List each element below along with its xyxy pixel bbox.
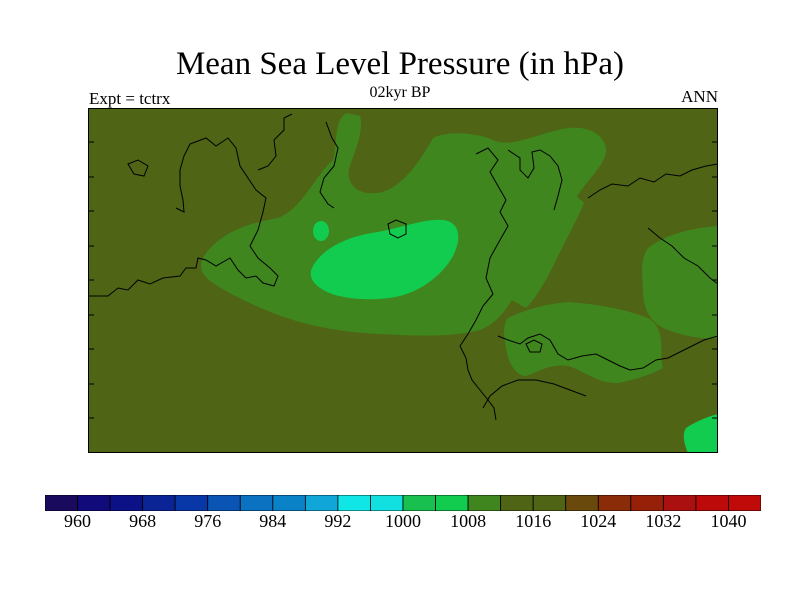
- colorbar-swatch: [500, 495, 534, 511]
- colorbar-swatch: [728, 495, 761, 511]
- colorbar-swatch: [532, 495, 567, 511]
- colorbar-tick-label: 984: [259, 511, 287, 531]
- contour-1008-region-east: [642, 226, 718, 339]
- colorbar-swatch: [45, 495, 78, 511]
- colorbar-swatch: [662, 495, 697, 511]
- colorbar-tick-label: 976: [194, 511, 222, 531]
- coastline-greenland: [319, 121, 339, 209]
- contour-1008-region-northeast: [508, 194, 584, 308]
- chart-title: Mean Sea Level Pressure (in hPa): [175, 46, 625, 82]
- colorbar-swatch: [142, 495, 176, 511]
- colorbar-swatch: [109, 495, 144, 511]
- period-label: 02kyr BP: [369, 84, 431, 101]
- contour-1000-region-southeast: [683, 414, 718, 453]
- colorbar-swatch: [597, 495, 632, 511]
- colorbar-swatch: [565, 495, 599, 511]
- coastlines: [88, 113, 718, 421]
- contour-1000-region: [310, 219, 459, 300]
- colorbar-tick-label: 992: [324, 511, 352, 531]
- season-label: ANN: [681, 87, 718, 106]
- colorbar-swatch: [337, 495, 371, 511]
- coastline-island-2: [127, 159, 149, 177]
- colorbar-swatch: [695, 495, 729, 511]
- pressure-map: [88, 108, 718, 453]
- colorbar-swatch: [174, 495, 209, 511]
- colorbar-swatch: [207, 495, 241, 511]
- contour-1008-region-southeast: [504, 302, 663, 384]
- colorbar-swatch: [304, 495, 339, 511]
- colorbar-swatch: [435, 495, 469, 511]
- colorbar-swatch: [77, 495, 111, 511]
- colorbar-tick-label: 1008: [450, 511, 487, 531]
- colorbar-tick-label: 960: [64, 511, 91, 531]
- coastline-east: [647, 227, 718, 285]
- coastline-asia: [587, 163, 718, 199]
- contour-1008-region: [201, 113, 607, 336]
- colorbar-swatch: [467, 495, 502, 511]
- colorbar: [45, 495, 761, 511]
- colorbar-swatch: [370, 495, 404, 511]
- map-ticks: [88, 141, 718, 419]
- colorbar-swatch: [402, 495, 436, 511]
- colorbar-tick-label: 968: [129, 511, 157, 531]
- coastline-africa: [482, 379, 587, 409]
- contour-1008-patch-west: [313, 221, 329, 241]
- coastline-scandinavia: [507, 149, 563, 211]
- colorbar-tick-label: 1000: [385, 511, 421, 531]
- colorbar-tick-label: 1040: [710, 511, 747, 531]
- coastline-north-america-upper: [257, 113, 293, 171]
- coastline-island-3: [525, 339, 543, 353]
- coastline-mediterranean: [497, 333, 718, 371]
- coastline-europe: [459, 147, 509, 421]
- colorbar-swatch: [272, 495, 306, 511]
- colorbar-labels: 960 968 976 984 992 1000 1008 1016 1024 1032 1040: [0, 511, 800, 535]
- experiment-label: Expt = tctrx: [89, 89, 171, 108]
- coastline-north-america: [88, 137, 279, 297]
- colorbar-tick-label: 1024: [580, 511, 617, 531]
- colorbar-tick-label: 1032: [645, 511, 682, 531]
- colorbar-tick-label: 1016: [515, 511, 552, 531]
- coastline-island-1: [387, 219, 407, 239]
- colorbar-swatch: [630, 495, 664, 511]
- colorbar-swatch: [239, 495, 274, 511]
